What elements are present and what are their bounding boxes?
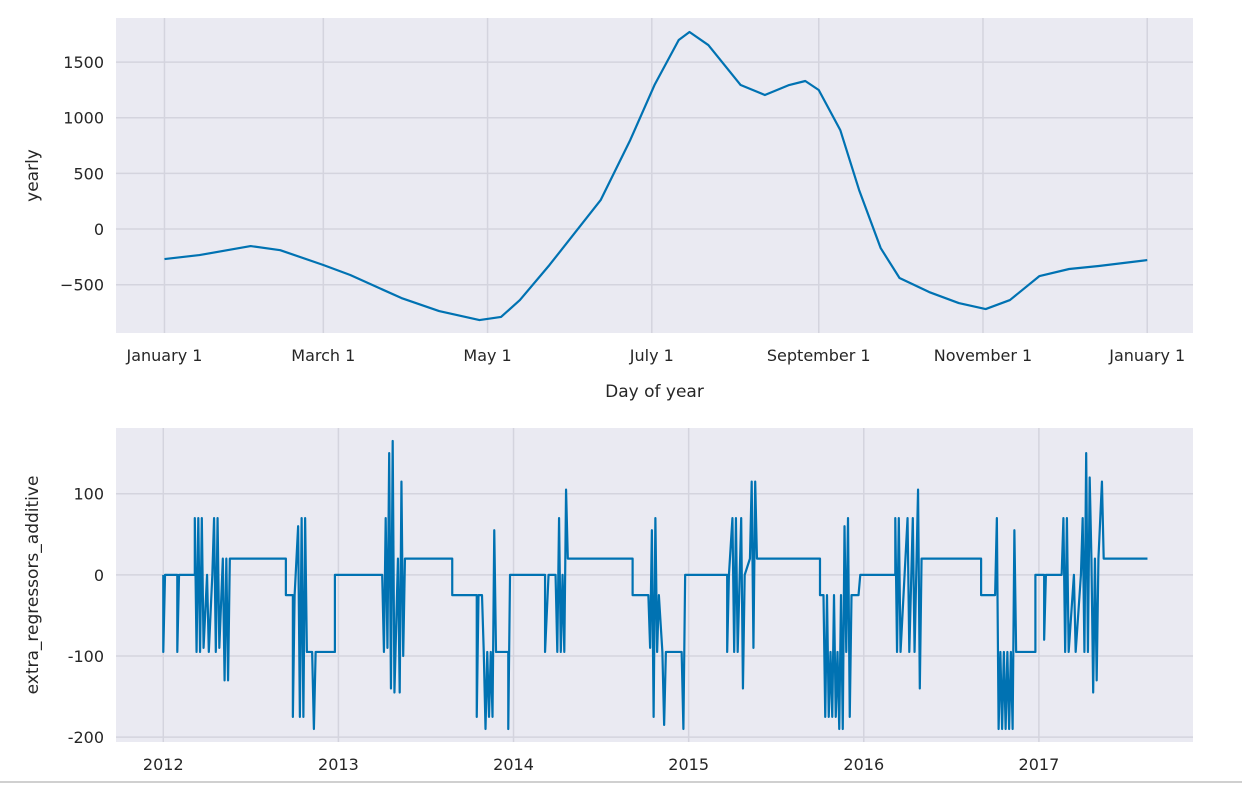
x-tick-label: 2017 bbox=[1019, 755, 1060, 774]
x-tick-label: September 1 bbox=[767, 346, 871, 365]
y-axis-label: yearly bbox=[23, 149, 43, 202]
x-tick-label: January 1 bbox=[126, 346, 203, 365]
x-tick-label: March 1 bbox=[291, 346, 355, 365]
y-tick-label: 1500 bbox=[63, 53, 104, 72]
y-tick-label: −500 bbox=[60, 276, 104, 295]
y-tick-label: -200 bbox=[68, 728, 104, 747]
y-tick-label: 500 bbox=[73, 164, 104, 183]
data-line bbox=[162, 439, 1148, 731]
data-line bbox=[164, 30, 1148, 322]
x-tick-label: May 1 bbox=[463, 346, 511, 365]
x-tick-label: 2015 bbox=[668, 755, 709, 774]
x-tick-label: July 1 bbox=[629, 346, 674, 365]
x-tick-label: 2013 bbox=[318, 755, 359, 774]
x-tick-label: 2012 bbox=[143, 755, 184, 774]
y-axis-label: extra_regressors_additive bbox=[23, 476, 43, 695]
x-tick-label: November 1 bbox=[934, 346, 1033, 365]
x-axis-label: Day of year bbox=[605, 382, 704, 402]
y-tick-label: 0 bbox=[94, 566, 104, 585]
y-tick-label: 0 bbox=[94, 220, 104, 239]
x-tick-label: 2014 bbox=[493, 755, 534, 774]
x-tick-label: 2016 bbox=[843, 755, 884, 774]
plot-area bbox=[116, 18, 1193, 333]
x-tick-label: January 1 bbox=[1108, 346, 1185, 365]
y-tick-label: -100 bbox=[68, 647, 104, 666]
y-tick-label: 100 bbox=[73, 485, 104, 504]
y-tick-label: 1000 bbox=[63, 109, 104, 128]
